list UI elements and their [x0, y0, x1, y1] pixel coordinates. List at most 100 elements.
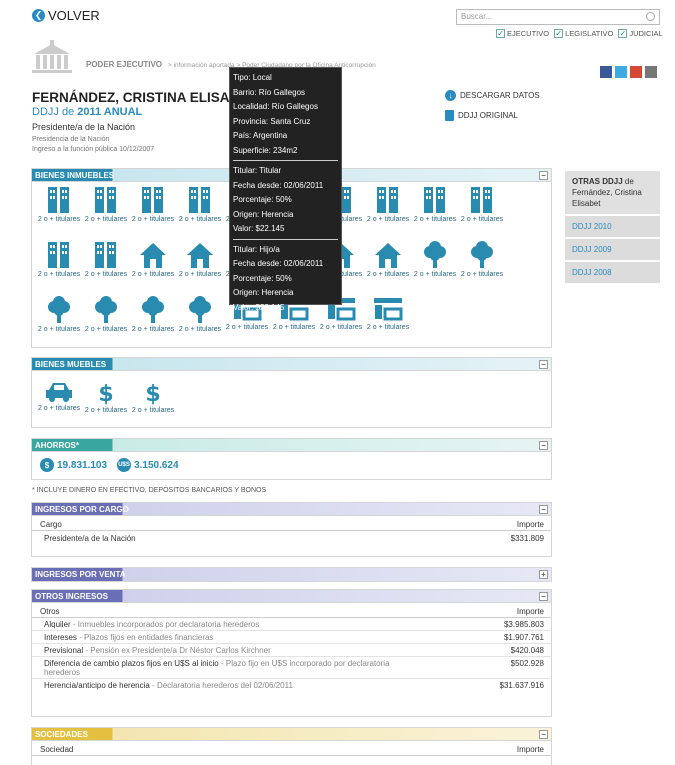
house-icon	[176, 241, 224, 269]
svg-text:$: $	[98, 382, 113, 405]
movable-assets-panel: BIENES MUEBLES − 2 o + titulares $2 o + ti…	[31, 357, 552, 428]
document-icon	[445, 110, 454, 121]
tooltip-line: Porcentaje: 50%	[233, 195, 292, 204]
tooltip-line: Barrio: Río Gallegos	[233, 87, 306, 97]
back-link[interactable]: ❮ VOLVER	[32, 8, 100, 23]
filter-legislativo[interactable]: ✓ LEGISLATIVO	[554, 29, 614, 38]
breadcrumb: > información aportada > Poder Ciudadano…	[168, 62, 376, 69]
tooltip-line: Valor: $22.145	[233, 224, 285, 233]
tooltip-line: Fecha desde: 02/06/2011	[233, 259, 324, 268]
panel-title: INGRESOS POR CARGO	[35, 504, 129, 514]
house-icon	[129, 241, 177, 269]
search-input[interactable]: Buscar...	[456, 9, 660, 25]
building-asset[interactable]: 2 o + titulares	[176, 186, 224, 223]
building-asset[interactable]: 2 o + titulares	[35, 186, 83, 223]
search-icon[interactable]	[646, 12, 655, 21]
tree-asset[interactable]: 2 o + titulares	[411, 241, 459, 278]
twitter-icon[interactable]	[615, 66, 627, 78]
tree-icon	[458, 241, 506, 269]
companies-panel: SOCIEDADES − Sociedad Importe	[31, 727, 552, 765]
checkbox-icon[interactable]: ✓	[554, 29, 564, 38]
share-bar	[600, 66, 657, 78]
asset-holders-label: 2 o + titulares	[84, 216, 128, 223]
tree-asset[interactable]: 2 o + titulares	[458, 241, 506, 278]
collapse-icon[interactable]: −	[539, 359, 548, 369]
checkbox-icon[interactable]: ✓	[618, 29, 628, 38]
building-asset[interactable]: 2 o + titulares	[364, 186, 412, 223]
asset-holders-label: 2 o + titulares	[272, 324, 316, 331]
table-header: Sociedad Importe	[32, 741, 551, 756]
asset-holders-label: 2 o + titulares	[84, 271, 128, 278]
building-asset[interactable]: 2 o + titulares	[458, 186, 506, 223]
tooltip-line: Titular: Hijo/a	[233, 244, 280, 254]
table-row: Presidente/a de la Nación $331.809	[44, 534, 544, 543]
building-icon	[176, 186, 224, 214]
building-icon	[82, 241, 130, 269]
asset-holders-label: 2 o + titulares	[131, 271, 175, 278]
panel-title: OTROS INGRESOS	[35, 591, 108, 601]
tree-asset[interactable]: 2 o + titulares	[176, 296, 224, 333]
tree-asset[interactable]: 2 o + titulares	[129, 296, 177, 333]
sidebar-item-2010[interactable]: DDJJ 2010	[565, 216, 660, 237]
asset-holders-label: 2 o + titulares	[460, 271, 504, 278]
filter-ejecutivo[interactable]: ✓ EJECUTIVO	[496, 29, 550, 38]
asset-holders-label: 2 o + titulares	[131, 216, 175, 223]
dollar-asset[interactable]: $2 o + titulares	[82, 381, 130, 414]
sidebar-item-2008[interactable]: DDJJ 2008	[565, 262, 660, 283]
collapse-icon[interactable]: −	[539, 504, 548, 514]
collapse-icon[interactable]: −	[539, 591, 548, 601]
car-asset[interactable]: 2 o + titulares	[35, 381, 83, 412]
table-header: Otros Importe	[32, 603, 551, 618]
building-asset[interactable]: 2 o + titulares	[35, 241, 83, 278]
google-plus-icon[interactable]	[630, 66, 642, 78]
asset-holders-label: 2 o + titulares	[413, 216, 457, 223]
collapse-icon[interactable]: −	[539, 170, 548, 180]
asset-holders-label: 2 o + titulares	[37, 326, 81, 333]
building-asset[interactable]: 2 o + titulares	[411, 186, 459, 223]
asset-holders-label: 2 o + titulares	[366, 271, 410, 278]
other-ddjj-sidebar: OTRAS DDJJ de Fernández, Cristina Elisab…	[565, 171, 660, 283]
panel-title: AHORROS*	[35, 440, 80, 450]
table-row: Alquiler - Inmuebles incorporados por de…	[32, 618, 551, 631]
table-row: Intereses - Plazos fijos en entidades fi…	[32, 631, 551, 644]
tree-asset[interactable]: 2 o + titulares	[35, 296, 83, 333]
collapse-icon[interactable]: −	[539, 440, 548, 450]
position-income-panel: INGRESOS POR CARGO − Cargo Importe Preside…	[31, 502, 552, 557]
building-asset[interactable]: 2 o + titulares	[82, 186, 130, 223]
house-asset[interactable]: 2 o + titulares	[176, 241, 224, 278]
ddjj-title: DDJJ de 2011 ANUAL	[32, 106, 143, 118]
email-icon[interactable]	[645, 66, 657, 78]
building-asset[interactable]: 2 o + titulares	[82, 241, 130, 278]
savings-pesos: $19.831.103	[40, 458, 107, 472]
table-row: Previsional - Pensión ex Presidente/a Dr…	[32, 644, 551, 657]
movable-assets-grid: 2 o + titulares $2 o + titulares $2 o + ti…	[32, 371, 551, 427]
house-asset[interactable]: 2 o + titulares	[364, 241, 412, 278]
back-label: VOLVER	[48, 8, 100, 23]
collapse-icon[interactable]: −	[539, 729, 548, 739]
facebook-icon[interactable]	[600, 66, 612, 78]
original-ddjj-link[interactable]: DDJJ ORIGINAL	[445, 110, 518, 121]
shop-asset[interactable]: 2 o + titulares	[364, 296, 412, 331]
dollar-asset[interactable]: $2 o + titulares	[129, 381, 177, 414]
building-asset[interactable]: 2 o + titulares	[129, 186, 177, 223]
expand-icon[interactable]: +	[539, 570, 548, 579]
sidebar-item-2009[interactable]: DDJJ 2009	[565, 239, 660, 260]
table-row: Herencia/anticipo de herencia - Declarat…	[44, 681, 544, 690]
building-icon	[82, 186, 130, 214]
arrow-left-icon: ❮	[32, 9, 45, 22]
asset-holders-label: 2 o + titulares	[84, 326, 128, 333]
person-role: Presidente/a de la Nación	[32, 122, 136, 132]
download-data-button[interactable]: ↓ DESCARGAR DATOS	[445, 90, 540, 101]
table-row: Diferencia de cambio plazos fijos en U$S…	[32, 657, 551, 679]
house-asset[interactable]: 2 o + titulares	[129, 241, 177, 278]
tooltip-line: Origen: Herencia	[233, 209, 294, 219]
asset-holders-label: 2 o + titulares	[319, 324, 363, 331]
panel-title: BIENES INMUEBLES	[35, 170, 115, 180]
building-icon	[35, 186, 83, 214]
tooltip-line: Fecha desde: 02/06/2011	[233, 180, 324, 190]
person-start-date: Ingreso a la función pública 10/12/2007	[32, 146, 155, 153]
checkbox-icon[interactable]: ✓	[496, 29, 505, 38]
tree-asset[interactable]: 2 o + titulares	[82, 296, 130, 333]
tooltip-line: Provincia: Santa Cruz	[233, 116, 311, 126]
filter-judicial[interactable]: ✓ JUDICIAL	[618, 29, 663, 38]
